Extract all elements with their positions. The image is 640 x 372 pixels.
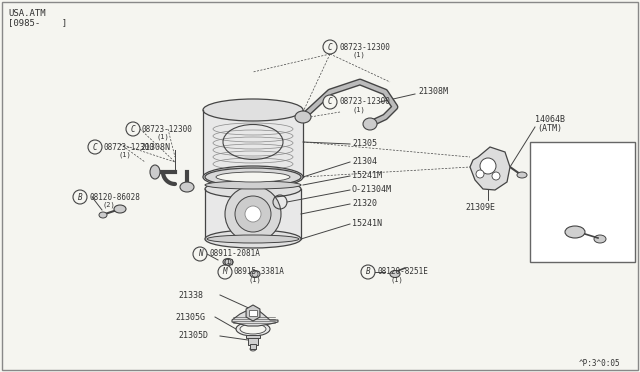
Text: 21308N: 21308N bbox=[140, 142, 170, 151]
Circle shape bbox=[245, 206, 261, 222]
Text: 21308M: 21308M bbox=[418, 87, 448, 96]
Text: O-21304M: O-21304M bbox=[352, 186, 392, 195]
Circle shape bbox=[193, 247, 207, 261]
Text: (1): (1) bbox=[353, 107, 365, 113]
Text: C: C bbox=[93, 142, 97, 151]
Text: (1): (1) bbox=[353, 52, 365, 58]
Ellipse shape bbox=[236, 322, 270, 336]
Polygon shape bbox=[203, 110, 303, 177]
Text: N: N bbox=[198, 250, 202, 259]
Circle shape bbox=[492, 172, 500, 180]
Ellipse shape bbox=[223, 259, 233, 266]
Ellipse shape bbox=[295, 111, 311, 123]
Text: 08120-8251E: 08120-8251E bbox=[377, 267, 428, 276]
Circle shape bbox=[218, 265, 232, 279]
Ellipse shape bbox=[99, 212, 107, 218]
Text: (1): (1) bbox=[391, 277, 404, 283]
Text: C: C bbox=[328, 97, 332, 106]
Text: 21320: 21320 bbox=[352, 199, 377, 208]
Text: USA.ATM: USA.ATM bbox=[8, 10, 45, 19]
Text: 21305: 21305 bbox=[352, 140, 377, 148]
Text: [0985-    ]: [0985- ] bbox=[8, 19, 67, 28]
Text: 08723-12300: 08723-12300 bbox=[339, 97, 390, 106]
Bar bbox=[250, 344, 256, 349]
Ellipse shape bbox=[205, 180, 301, 198]
Text: (1): (1) bbox=[156, 134, 169, 140]
Text: 21305D: 21305D bbox=[178, 331, 208, 340]
Polygon shape bbox=[232, 309, 278, 326]
Text: M: M bbox=[223, 267, 227, 276]
Bar bbox=[246, 335, 260, 338]
Text: 15262H: 15262H bbox=[560, 202, 590, 212]
Ellipse shape bbox=[517, 172, 527, 178]
Circle shape bbox=[361, 265, 375, 279]
Text: (1): (1) bbox=[248, 277, 260, 283]
Text: 08911-2081A: 08911-2081A bbox=[209, 250, 260, 259]
Polygon shape bbox=[470, 147, 510, 190]
Text: ^P:3^0:05: ^P:3^0:05 bbox=[579, 359, 620, 369]
Ellipse shape bbox=[180, 182, 194, 192]
Text: B: B bbox=[365, 267, 371, 276]
Circle shape bbox=[225, 186, 281, 242]
Text: C: C bbox=[131, 125, 135, 134]
Ellipse shape bbox=[114, 205, 126, 213]
Ellipse shape bbox=[205, 181, 301, 189]
Ellipse shape bbox=[250, 270, 260, 278]
Text: 15241M: 15241M bbox=[352, 171, 382, 180]
Text: (ATM): (ATM) bbox=[537, 125, 562, 134]
Text: 21338: 21338 bbox=[178, 291, 203, 299]
Ellipse shape bbox=[203, 166, 303, 188]
Ellipse shape bbox=[363, 118, 377, 130]
Text: 08120-86028: 08120-86028 bbox=[89, 192, 140, 202]
Polygon shape bbox=[246, 305, 260, 321]
Circle shape bbox=[73, 190, 87, 204]
Text: 21309E: 21309E bbox=[465, 202, 495, 212]
Polygon shape bbox=[205, 189, 301, 239]
Circle shape bbox=[88, 140, 102, 154]
Bar bbox=[249, 310, 257, 316]
Bar bbox=[530, 142, 635, 262]
Ellipse shape bbox=[250, 347, 256, 351]
Ellipse shape bbox=[207, 235, 299, 243]
Text: B: B bbox=[77, 192, 83, 202]
Text: (2): (2) bbox=[103, 202, 116, 208]
Text: 08915-3381A: 08915-3381A bbox=[234, 267, 285, 276]
Text: (1): (1) bbox=[118, 152, 131, 158]
Circle shape bbox=[126, 122, 140, 136]
Text: C: C bbox=[328, 42, 332, 51]
Ellipse shape bbox=[390, 270, 400, 278]
Text: 21304: 21304 bbox=[352, 157, 377, 167]
Ellipse shape bbox=[594, 235, 606, 243]
Circle shape bbox=[323, 40, 337, 54]
Ellipse shape bbox=[216, 172, 290, 182]
Bar bbox=[248, 337, 258, 345]
Ellipse shape bbox=[565, 226, 585, 238]
Ellipse shape bbox=[205, 230, 301, 248]
Text: 15241N: 15241N bbox=[352, 219, 382, 228]
Text: 08723-12300: 08723-12300 bbox=[142, 125, 193, 134]
Text: 21305G: 21305G bbox=[175, 312, 205, 321]
Ellipse shape bbox=[205, 168, 301, 186]
Text: USA:MTM: USA:MTM bbox=[535, 150, 570, 159]
Ellipse shape bbox=[150, 165, 160, 179]
Circle shape bbox=[235, 196, 271, 232]
Text: 08723-12300: 08723-12300 bbox=[339, 42, 390, 51]
Text: CAN: CAN bbox=[535, 160, 550, 169]
Ellipse shape bbox=[203, 99, 303, 121]
Circle shape bbox=[476, 170, 484, 178]
Text: (1): (1) bbox=[223, 259, 236, 265]
Circle shape bbox=[480, 158, 496, 174]
Circle shape bbox=[323, 95, 337, 109]
Text: 08723-12300: 08723-12300 bbox=[104, 142, 155, 151]
Text: 14064B: 14064B bbox=[535, 115, 565, 125]
Ellipse shape bbox=[240, 324, 266, 334]
